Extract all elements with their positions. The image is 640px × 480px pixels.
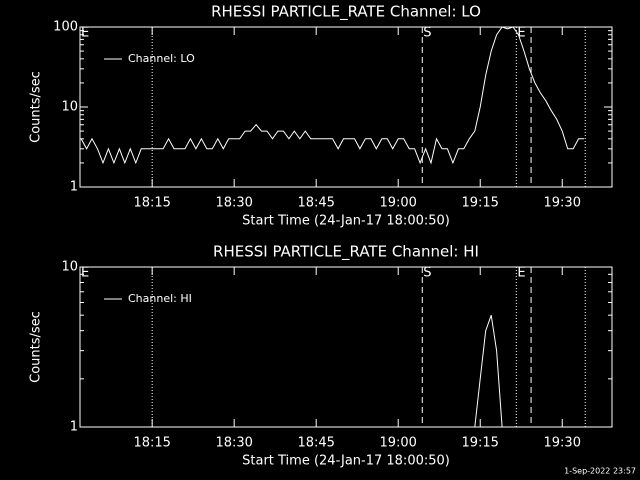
y-tick-label: 1 [70,180,78,195]
x-axis-label: Start Time (24-Jan-17 18:00:50) [242,454,450,469]
x-tick-label: 18:30 [215,436,252,451]
legend-label: Channel: HI [128,292,192,305]
y-tick-label: 100 [53,20,78,35]
x-tick-label: 18:45 [297,196,334,211]
plot-frame [79,266,613,428]
y-axis-label: Counts/sec [29,311,44,383]
marker-label: E [81,266,89,281]
x-tick-label: 19:00 [379,436,416,451]
chart-title: RHESSI PARTICLE_RATE Channel: HI [213,243,479,262]
y-axis-label: Counts/sec [29,71,44,143]
x-tick-label: 19:15 [461,436,498,451]
y-tick-label: 10 [61,100,78,115]
marker-label: E [517,266,525,281]
marker-label: S [423,266,431,281]
marker-label: S [423,26,431,41]
y-tick-label: 10 [61,260,78,275]
chart-title: RHESSI PARTICLE_RATE Channel: LO [211,3,481,22]
x-tick-label: 18:15 [133,436,170,451]
legend-label: Channel: LO [128,52,195,65]
marker-label: E [517,26,525,41]
x-tick-label: 18:15 [133,196,170,211]
x-tick-label: 18:45 [297,436,334,451]
x-tick-label: 19:15 [461,196,498,211]
series-line [80,26,585,165]
series-line [474,315,503,428]
plot-frame [79,26,613,188]
y-tick-label: 1 [70,420,78,435]
footer: 1-Sep-2022 23:57 [564,467,636,476]
marker-label: E [81,26,89,41]
x-tick-label: 19:00 [379,196,416,211]
x-tick-label: 18:30 [215,196,252,211]
x-tick-label: 19:30 [544,196,581,211]
x-tick-label: 19:30 [544,436,581,451]
x-axis-label: Start Time (24-Jan-17 18:00:50) [242,214,450,229]
